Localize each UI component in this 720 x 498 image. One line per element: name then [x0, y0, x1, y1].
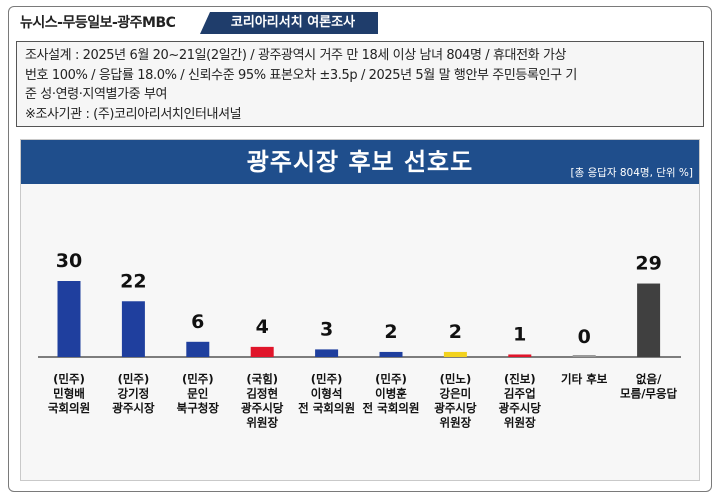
data-label: 29	[635, 253, 661, 275]
bar	[379, 351, 403, 357]
category-label: (민주) 이병훈 전 국회의원	[363, 372, 420, 415]
survey-info-box: 조사설계 : 2025년 6월 20~21일(2일간) / 광주광역시 거주 만…	[16, 41, 704, 127]
category-label: (민주) 이형석 전 국회의원	[298, 372, 355, 415]
category-label: (진보) 김주업 광주시당 위원장	[499, 372, 542, 430]
data-label: 3	[320, 318, 333, 340]
category-label: (민주) 강기정 광주시장	[112, 372, 155, 415]
data-label: 4	[256, 316, 269, 338]
survey-info-line: ※조사기관 : (주)코리아리서치인터내셔널	[25, 106, 242, 122]
data-label: 2	[449, 321, 462, 343]
survey-info-line: 번호 100% / 응답률 18.0% / 신뢰수준 95% 표본오차 ±3.5…	[25, 67, 577, 83]
category-label: (민주) 민형배 국회의원	[48, 372, 90, 415]
pollster-badge: 코리아리서치 여론조사	[200, 12, 378, 34]
data-label: 6	[191, 311, 204, 333]
category-label: (국힘) 김정현 광주시당 위원장	[241, 372, 284, 430]
chart-title-bar	[21, 140, 699, 184]
category-label: 없음/모름/무응답	[620, 372, 678, 401]
bar	[508, 354, 532, 357]
category-label: (민주) 문인 북구청장	[177, 372, 220, 415]
bar	[186, 341, 210, 357]
chart-title: 광주시장 후보 선호도	[246, 148, 474, 176]
category-label: 기타 후보	[561, 372, 608, 386]
bar	[250, 346, 274, 357]
bar	[57, 281, 81, 357]
data-label: 30	[56, 250, 82, 272]
data-label: 22	[120, 270, 146, 292]
chart-panel: 광주시장 후보 선호도 [총 응답자 804명, 단위 %] 30 (민주) 민형배…	[20, 139, 700, 481]
data-label: 2	[384, 321, 397, 343]
data-label: 1	[513, 323, 526, 345]
bar	[315, 349, 339, 357]
bar	[443, 351, 467, 357]
bar	[637, 283, 661, 357]
chart-subtitle: [총 응답자 804명, 단위 %]	[570, 167, 693, 179]
bar	[121, 301, 145, 357]
bar	[572, 355, 596, 357]
category-label: (민노) 강은미 광주시당 위원장	[434, 372, 477, 430]
survey-info-line: 조사설계 : 2025년 6월 20~21일(2일간) / 광주광역시 거주 만…	[25, 48, 567, 63]
data-label: 0	[578, 326, 591, 348]
survey-info-line: 준 성·연령·지역별가중 부여	[25, 87, 168, 102]
sources-label: 뉴시스-무등일보-광주MBC	[20, 15, 176, 31]
